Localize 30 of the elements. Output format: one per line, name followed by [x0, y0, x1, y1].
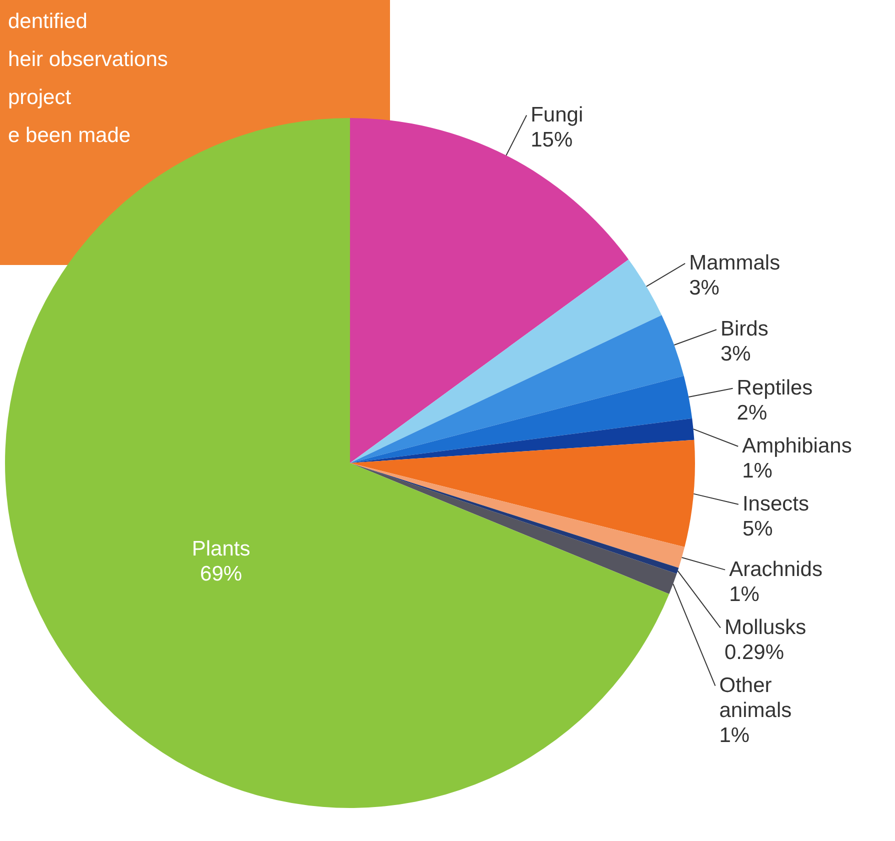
data-label: 3% — [689, 276, 720, 300]
pie-slice — [350, 259, 662, 463]
pie-slice — [350, 315, 684, 463]
data-label: 1% — [742, 459, 772, 482]
data-label: 3% — [720, 342, 751, 366]
slice-label: Amphibians — [742, 434, 852, 458]
slice-label: Other animals — [719, 674, 792, 722]
slice-label: Insects — [742, 492, 809, 516]
slice-label: Arachnids — [729, 558, 822, 581]
pie-slice — [350, 463, 677, 594]
text: e been made — [8, 124, 131, 147]
text: dentified — [8, 10, 88, 33]
slice-label: Fungi — [530, 103, 584, 126]
data-label: 2% — [736, 401, 768, 424]
slice-label: Mammals — [689, 251, 780, 274]
data-label: 15% — [530, 128, 573, 152]
data-label: 69% — [200, 562, 242, 586]
pie-slice — [350, 376, 692, 463]
data-label: 0.29% — [724, 640, 784, 664]
pie-slice — [350, 418, 694, 463]
data-label: 1% — [719, 724, 750, 747]
slice-label: Mollusks — [724, 616, 806, 639]
text: heir observations — [8, 48, 168, 71]
text: project — [8, 86, 72, 109]
data-label: 5% — [742, 517, 773, 540]
slice-label: Plants — [192, 537, 250, 560]
pie-slice — [350, 440, 695, 548]
slice-label: Birds — [720, 318, 768, 341]
data-label: 1% — [729, 582, 760, 606]
slice-label: Reptiles — [736, 376, 813, 400]
